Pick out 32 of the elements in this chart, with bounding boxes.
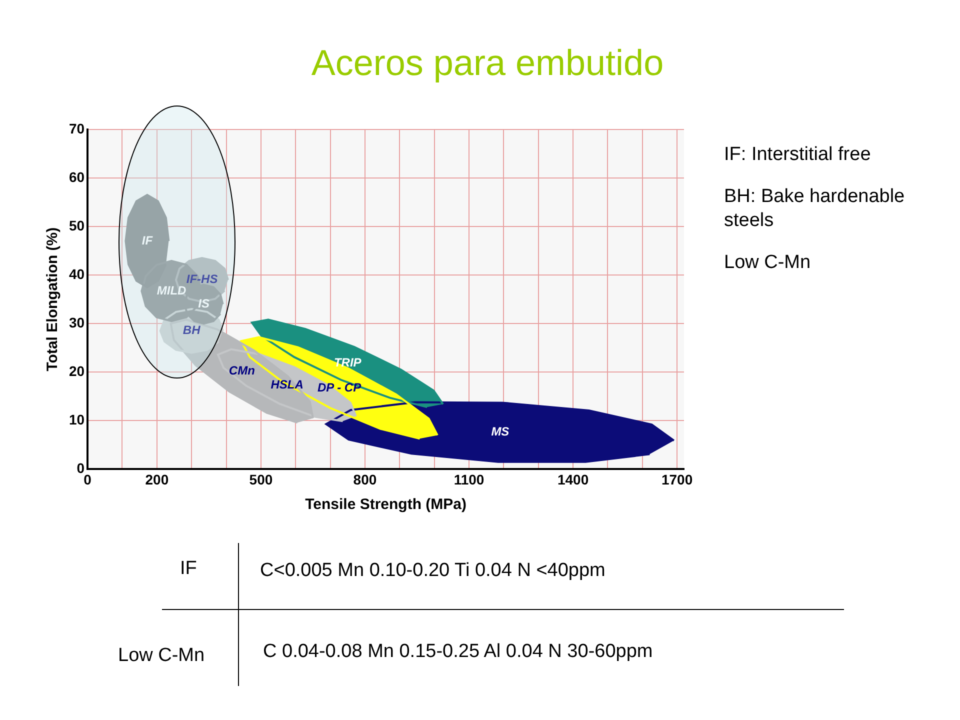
- series-label: MILD: [156, 283, 187, 298]
- text: C<0.005 Mn 0.10-0.20 Ti 0.04 N <40ppm: [260, 560, 606, 582]
- x-tick-label: 1400: [557, 471, 589, 488]
- text: C 0.04-0.08 Mn 0.15-0.25 Al 0.04 N 30-60ppm: [263, 641, 653, 663]
- x-tick-label: 500: [249, 471, 273, 488]
- text: BH: Bake hardenable steels: [724, 185, 906, 233]
- y-tick-label: 0: [76, 460, 85, 476]
- y-tick-label: 30: [68, 314, 85, 330]
- text: Low C-Mn: [724, 251, 812, 275]
- y-tick-label: 70: [68, 120, 85, 136]
- series-label: BH: [182, 323, 201, 338]
- text: IF: [180, 558, 197, 580]
- chart-title: Aceros para embutido: [310, 42, 665, 84]
- text: Low C-Mn: [118, 645, 205, 667]
- x-tick-label: 800: [353, 471, 377, 488]
- y-tick-label: 60: [68, 168, 85, 185]
- y-tick-label: 50: [68, 217, 85, 234]
- x-axis-title: Tensile Strength (MPa): [305, 496, 466, 514]
- x-tick-label: 1100: [454, 471, 484, 488]
- text: IF: Interstitial free: [724, 143, 872, 167]
- series-label: CMn: [228, 363, 255, 378]
- y-axis-title: Total Elongation (%): [44, 227, 62, 372]
- series-label: IF-HS: [186, 272, 218, 286]
- y-tick-label: 20: [68, 362, 85, 379]
- x-tick-label: 1700: [661, 471, 693, 488]
- series-label: MS: [491, 424, 510, 438]
- series-label: TRIP: [334, 356, 362, 370]
- y-tick-label: 40: [68, 266, 85, 282]
- series-label: IF: [142, 233, 154, 248]
- x-tick-label: 200: [145, 471, 169, 488]
- series-label: IS: [198, 296, 210, 310]
- y-tick-label: 10: [68, 412, 85, 428]
